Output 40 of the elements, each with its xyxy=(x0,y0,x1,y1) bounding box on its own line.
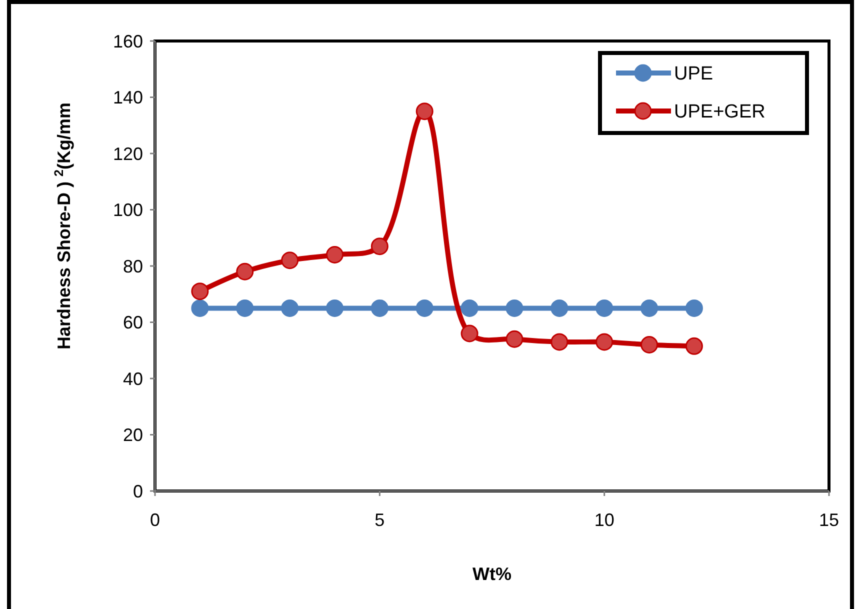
point xyxy=(416,299,434,317)
y-tick-label: 60 xyxy=(122,312,143,333)
y-tick-label: 80 xyxy=(122,256,143,276)
point xyxy=(640,336,658,354)
y-tick-label: 120 xyxy=(112,144,143,164)
y-tick-label: 40 xyxy=(122,368,143,389)
x-tick-label: 0 xyxy=(150,510,160,530)
point xyxy=(236,299,254,317)
legend-label: UPE xyxy=(674,64,714,85)
point xyxy=(236,262,254,280)
y-tick-label: 0 xyxy=(132,481,143,502)
point xyxy=(326,246,344,264)
x-tick-label: 10 xyxy=(594,510,614,530)
point xyxy=(685,299,703,317)
legend-label: UPE+GER xyxy=(674,102,766,123)
point xyxy=(191,299,209,317)
y-tick-label: 20 xyxy=(122,425,143,446)
point xyxy=(550,333,568,351)
y-tick-label: 100 xyxy=(112,200,143,220)
point xyxy=(326,299,344,317)
x-tick-label: 5 xyxy=(374,510,385,530)
point xyxy=(685,337,703,355)
point xyxy=(460,299,478,317)
y-tick-label: 160 xyxy=(112,31,143,52)
point xyxy=(460,324,478,342)
point xyxy=(370,299,388,317)
point xyxy=(281,299,299,317)
x-axis-title: Wt% xyxy=(472,564,512,584)
point xyxy=(506,330,524,348)
point xyxy=(370,238,388,256)
point xyxy=(191,282,209,300)
point xyxy=(416,102,434,120)
point xyxy=(506,299,524,317)
point xyxy=(281,252,299,270)
point xyxy=(640,299,658,317)
point xyxy=(550,299,568,317)
point xyxy=(596,299,614,317)
point xyxy=(596,333,614,351)
x-tick-label: 15 xyxy=(818,510,840,530)
y-tick-label: 140 xyxy=(112,88,143,108)
